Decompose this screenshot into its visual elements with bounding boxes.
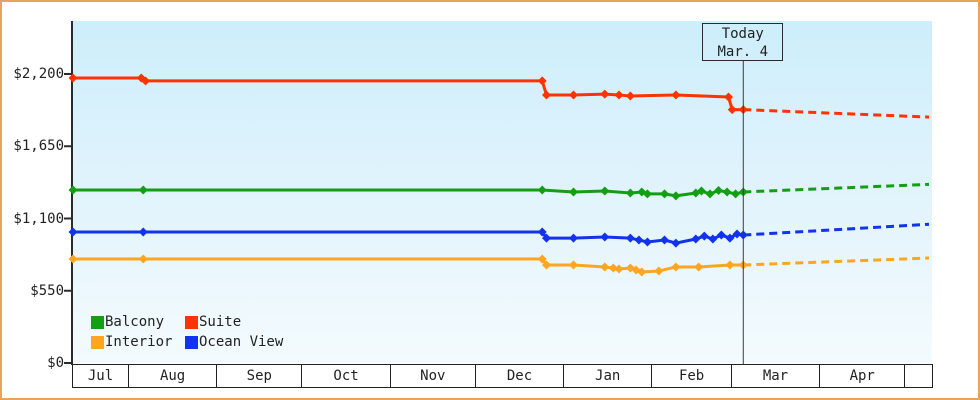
y-tick (64, 362, 72, 364)
month-cell-jul: Jul (73, 365, 130, 387)
month-cell-empty (905, 365, 931, 387)
today-box: Today Mar. 4 (702, 23, 784, 61)
legend-item-suite: Suite (185, 314, 283, 330)
y-tick-label: $1,100 (13, 210, 64, 227)
y-tick-label: $2,200 (13, 66, 64, 82)
legend-swatch-icon (91, 315, 104, 329)
legend-swatch-icon (185, 335, 198, 349)
month-cell-oct: Oct (302, 365, 391, 387)
month-cell-apr: Apr (820, 365, 906, 387)
legend: Balcony Suite Interior Ocean View (91, 312, 283, 352)
y-tick-label: $550 (30, 282, 64, 299)
legend-item-interior: Interior (91, 334, 185, 350)
legend-item-balcony: Balcony (91, 314, 185, 330)
legend-label: Balcony (105, 314, 165, 330)
legend-label: Suite (199, 314, 242, 330)
y-tick (64, 73, 72, 76)
legend-swatch-icon (185, 315, 198, 329)
y-tick-label: $0 (47, 355, 64, 371)
y-tick-label: $1,650 (13, 138, 64, 155)
today-date: Mar. 4 (717, 44, 769, 60)
legend-item-ocean-view: Ocean View (185, 334, 283, 350)
y-tick (64, 217, 72, 220)
x-axis-month-band: Jul Aug Sep Oct Nov Dec Jan Feb Mar Apr (72, 364, 933, 388)
month-cell-sep: Sep (217, 365, 303, 387)
legend-label: Ocean View (199, 334, 284, 350)
month-cell-mar: Mar (732, 365, 821, 387)
month-cell-feb: Feb (652, 365, 732, 387)
month-cell-aug: Aug (129, 365, 218, 387)
month-cell-dec: Dec (476, 365, 565, 387)
y-tick (64, 145, 72, 148)
y-tick (64, 289, 72, 292)
today-label: Today (721, 26, 764, 42)
month-cell-nov: Nov (391, 365, 476, 387)
legend-swatch-icon (91, 335, 104, 349)
legend-label: Interior (105, 334, 173, 350)
month-cell-jan: Jan (564, 365, 653, 387)
